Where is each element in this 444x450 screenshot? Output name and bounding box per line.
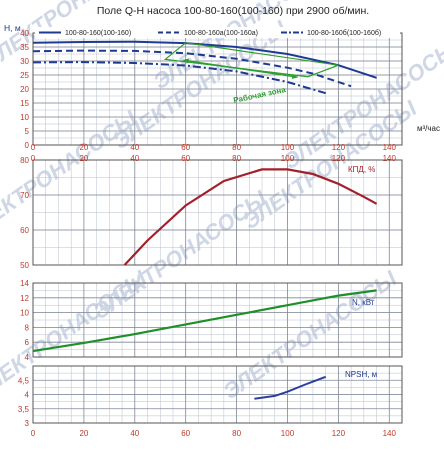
y-tick-label: 14 (20, 279, 29, 288)
plot-frame (32, 365, 403, 424)
y-tick-label: 10 (20, 309, 29, 318)
x-tick-label: 40 (130, 143, 139, 152)
work-zone-arrow (183, 59, 298, 78)
y-tick-label: 25 (20, 71, 29, 80)
x-tick-label: 20 (79, 143, 88, 152)
npsh-line (254, 375, 327, 400)
x-tick-label: 100 (281, 154, 295, 163)
legend-label: 100-80-160(100-160) (65, 30, 131, 37)
x-tick-label: 120 (332, 154, 346, 163)
arrow-head (183, 58, 189, 64)
x-tick-label: 0 (31, 143, 36, 152)
plot-frame (32, 282, 403, 358)
y-tick-label: 40 (20, 29, 29, 38)
x-tick-label: 0 (31, 154, 36, 163)
y-tick-label: 8 (25, 323, 30, 332)
watermark-text: ЭЛЕКТРОНАСОСЫ (239, 95, 423, 234)
x-tick-label: 140 (383, 429, 397, 438)
y-tick-label: 50 (20, 261, 29, 270)
panel-power: 4 6 8 10 12 14 N, кВт (20, 279, 403, 362)
y-tick-label: 12 (20, 294, 29, 303)
x-tick-label: 140 (383, 143, 397, 152)
arrow-head (291, 73, 298, 80)
efficiency-line (123, 168, 378, 266)
legend: 100-80-160(100-160) 100-80-160а(100-160а)… (35, 27, 400, 38)
y-tick-label: 80 (20, 156, 29, 165)
y-tick-label: 0 (25, 141, 30, 150)
x-tick-label: 0 (31, 429, 36, 438)
y-tick-label: 30 (20, 57, 29, 66)
x-tick-label: 80 (232, 143, 241, 152)
qh-series-line (32, 49, 352, 88)
x-tick-label: 120 (332, 429, 346, 438)
x-tick-label: 40 (130, 429, 139, 438)
x-tick-label: 140 (383, 154, 397, 163)
y-tick-label: 3,5 (18, 405, 30, 414)
y-tick-label: 60 (20, 226, 29, 235)
efficiency-label: КПД, % (348, 165, 375, 174)
chart-title: Поле Q-H насоса 100-80-160(100-160) при … (97, 5, 369, 17)
y-tick-label: 5 (25, 127, 30, 136)
y-tick-label: 20 (20, 85, 29, 94)
y-tick-label: 4 (25, 353, 30, 362)
x-tick-label: 80 (232, 429, 241, 438)
y-tick-label: 3 (25, 419, 30, 428)
x-tick-label: 120 (332, 143, 346, 152)
npsh-label: NPSH, м (345, 370, 377, 379)
legend-box (35, 27, 400, 38)
x-tick-label: 60 (181, 154, 190, 163)
x-tick-label: 60 (181, 143, 190, 152)
power-label: N, кВт (352, 298, 375, 307)
plot-frame (32, 159, 403, 266)
y-tick-label: 6 (25, 338, 30, 347)
y-tick-label: 4 (25, 391, 30, 400)
x-tick-label: 60 (181, 429, 190, 438)
work-zone-outline (163, 42, 339, 78)
panel-npsh: 3 3,5 4 4,5 0 20 40 60 80 100 120 140 NPSH, м (18, 365, 403, 438)
x-tick-label: 40 (130, 154, 139, 163)
x-axis-label: м³/час (417, 124, 440, 133)
y-tick-label: 10 (20, 113, 29, 122)
power-line (32, 289, 377, 353)
y-tick-label: 4,5 (18, 376, 30, 385)
x-tick-label: 80 (232, 154, 241, 163)
x-tick-label: 100 (281, 429, 295, 438)
qh-series-line (32, 61, 326, 95)
y-tick-label: 70 (20, 191, 29, 200)
x-tick-label: 20 (79, 429, 88, 438)
work-zone-label: Рабочая зона (233, 85, 287, 105)
legend-label: 100-80-160а(100-160а) (184, 30, 258, 37)
qh-series-line (32, 40, 377, 79)
legend-label: 100-80-160б(100-160б) (307, 29, 381, 37)
y-axis-label: Н, м (4, 23, 21, 33)
y-tick-label: 15 (20, 99, 29, 108)
x-tick-label: 20 (79, 154, 88, 163)
x-tick-label: 100 (281, 143, 295, 152)
y-tick-label: 35 (20, 43, 29, 52)
